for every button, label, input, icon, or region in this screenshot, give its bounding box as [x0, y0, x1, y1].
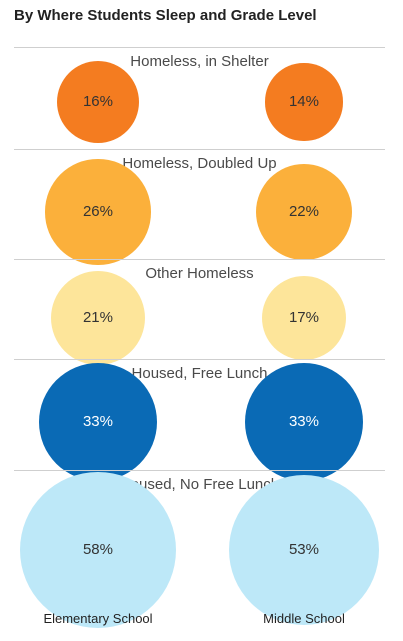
- row-label: Housed, No Free Lunch: [119, 476, 280, 493]
- bubble-middle: 17%: [261, 275, 347, 361]
- row-housed-free-lunch: Housed, Free Lunch: [14, 359, 385, 471]
- bubble-middle: 14%: [265, 63, 343, 141]
- row-housed-no-free-lunch: Housed, No Free Lunch: [14, 470, 385, 631]
- row-label: Homeless, in Shelter: [130, 53, 269, 70]
- column-label-elementary: Elementary School: [43, 611, 153, 626]
- chart-title: By Where Students Sleep and Grade Level: [14, 7, 317, 24]
- row-homeless-doubled-up: Homeless, Doubled Up: [14, 149, 385, 260]
- row-other-homeless: Other Homeless: [14, 259, 385, 360]
- bubble-middle: 53%: [229, 475, 379, 625]
- row-label: Housed, Free Lunch: [131, 365, 268, 382]
- bubble-elementary: 26%: [45, 159, 151, 265]
- column-label-middle: Middle School: [263, 611, 345, 626]
- row-label: Homeless, Doubled Up: [122, 155, 277, 172]
- bubble-elementary: 21%: [50, 270, 146, 366]
- row-homeless-in-shelter: Homeless, in Shelter: [14, 47, 385, 150]
- bubble-elementary: 16%: [56, 60, 140, 144]
- bubble-middle: 22%: [255, 163, 353, 261]
- bubble-middle: 33%: [244, 362, 364, 482]
- bubble-elementary: 33%: [38, 362, 158, 482]
- bubble-elementary: 58%: [19, 471, 177, 629]
- row-label: Other Homeless: [145, 265, 254, 282]
